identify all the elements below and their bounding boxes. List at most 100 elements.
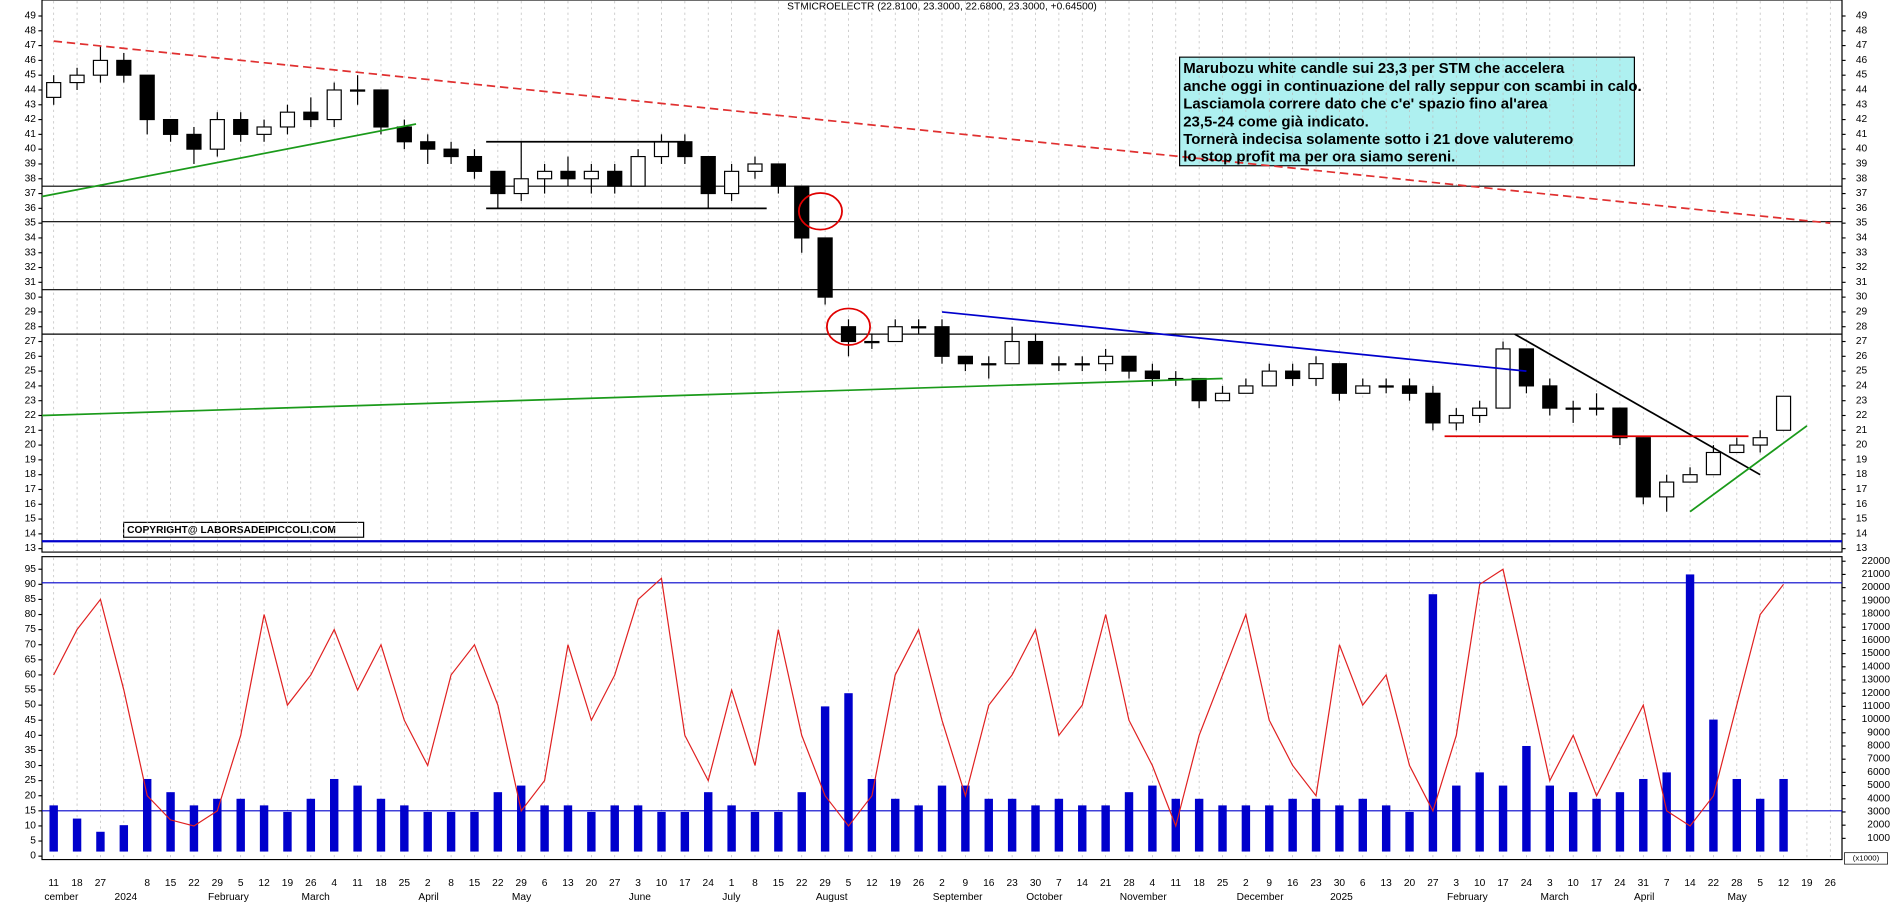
- candle-body: [1542, 385, 1558, 409]
- y-tick-label: 42: [25, 114, 37, 125]
- y2-tick-label: 5000: [1867, 780, 1890, 791]
- volume-bar: [1545, 785, 1554, 852]
- candle-body: [1565, 407, 1581, 410]
- y-tick-label: 23: [1856, 395, 1868, 406]
- x-tick-label: 2: [939, 878, 945, 889]
- volume-bar: [1007, 798, 1017, 852]
- annotation-line: Marubozu white candle sui 23,3 per STM c…: [1183, 61, 1565, 77]
- x-tick-label: 22: [1708, 878, 1720, 889]
- y-tick-label: 30: [1856, 292, 1868, 303]
- y2-tick-label: 4000: [1867, 794, 1890, 805]
- copyright: COPYRIGHT@ LABORSADEIPICCOLI.COM: [127, 525, 336, 536]
- y-tick-label: 17: [25, 484, 37, 495]
- volume-bar: [96, 831, 105, 852]
- x-tick-label: 18: [71, 878, 83, 889]
- x-tick-label: 26: [913, 878, 925, 889]
- x-tick-label: 5: [238, 878, 244, 889]
- x-tick-label: 27: [1427, 878, 1439, 889]
- y-tick-label: 35: [25, 745, 37, 756]
- y-tick-label: 26: [1856, 351, 1868, 362]
- volume-bar: [610, 805, 619, 852]
- candle-body: [677, 141, 693, 158]
- candle-body: [1775, 395, 1792, 431]
- y-tick-label: 24: [25, 381, 37, 392]
- volume-bar: [820, 706, 830, 852]
- x-tick-label: 8: [752, 878, 758, 889]
- y-tick-label: 20: [25, 790, 37, 801]
- x-tick-label: 11: [352, 878, 363, 889]
- y2-tick-label: 9000: [1867, 728, 1890, 739]
- month-label: cember: [44, 892, 79, 903]
- candle-body: [1401, 385, 1418, 394]
- y-tick-label: 29: [25, 307, 37, 318]
- candle-body: [303, 111, 319, 121]
- candle-body: [162, 119, 179, 135]
- x-tick-label: 17: [1591, 878, 1603, 889]
- candle-body: [583, 170, 599, 180]
- volume-bar: [563, 805, 573, 852]
- x-tick-label: 12: [866, 878, 878, 889]
- x-tick-label: 9: [1266, 878, 1272, 889]
- y-tick-label: 60: [25, 670, 37, 681]
- volume-bar: [633, 805, 643, 852]
- x-tick-label: 13: [562, 878, 574, 889]
- x-tick-label: 30: [1030, 878, 1042, 889]
- y-tick-label: 29: [1856, 307, 1868, 318]
- y2-tick-label: 8000: [1867, 741, 1890, 752]
- x-tick-label: 16: [983, 878, 995, 889]
- y2-tick-label: 15000: [1862, 648, 1890, 659]
- y-tick-label: 43: [25, 100, 37, 111]
- trendline: [941, 311, 1527, 372]
- volume-bar: [1381, 805, 1391, 852]
- candle-body: [233, 119, 249, 135]
- volume-bar: [470, 811, 479, 852]
- y-tick-label: 48: [25, 26, 37, 37]
- trendline: [1514, 333, 1761, 476]
- x-tick-label: 5: [846, 878, 852, 889]
- x-tick-label: 4: [331, 878, 337, 889]
- candle-body: [1027, 340, 1044, 365]
- y2-tick-label: 10000: [1862, 714, 1890, 725]
- annotation-line: 23,5-24 come già indicato.: [1183, 115, 1369, 131]
- x-tick-label: 7: [1056, 878, 1062, 889]
- candle-body: [139, 74, 155, 121]
- candle-body: [1144, 370, 1161, 380]
- candle-body: [607, 170, 623, 187]
- x-tick-label: 24: [703, 878, 715, 889]
- candle-body: [1261, 370, 1277, 387]
- y-tick-label: 33: [1856, 247, 1868, 258]
- volume-bar: [1685, 574, 1695, 852]
- x-tick-label: 2: [1243, 878, 1249, 889]
- y2-tick-label: 22000: [1862, 556, 1890, 567]
- x-tick-label: 29: [212, 878, 224, 889]
- candle-body: [490, 170, 506, 195]
- candle-body: [1331, 363, 1348, 394]
- volume-bar: [1218, 805, 1227, 852]
- volume-bar: [891, 798, 900, 852]
- volume-bar: [423, 811, 432, 852]
- y2-tick-label: 16000: [1862, 635, 1890, 646]
- y-tick-label: 42: [1856, 114, 1868, 125]
- candle-body: [653, 141, 670, 158]
- volume-bar: [680, 811, 690, 852]
- y-tick-label: 47: [25, 40, 37, 51]
- x-tick-label: 11: [1170, 878, 1181, 889]
- candle-body: [1448, 414, 1464, 424]
- x-tick-label: 14: [1684, 878, 1696, 889]
- candle-body: [349, 89, 366, 92]
- y-tick-label: 16: [25, 499, 37, 510]
- y-tick-label: 46: [25, 55, 37, 66]
- trendline: [41, 377, 1223, 417]
- y-tick-label: 41: [1856, 129, 1868, 140]
- oscillator-line: [53, 568, 1785, 828]
- y-tick-label: 38: [1856, 174, 1868, 185]
- y-tick-label: 36: [25, 203, 37, 214]
- x-tick-label: 19: [890, 878, 902, 889]
- y-tick-label: 14: [1856, 529, 1868, 540]
- y-tick-label: 22: [25, 410, 37, 421]
- x-tick-label: 9: [963, 878, 969, 889]
- y-tick-label: 47: [1856, 40, 1868, 51]
- volume-bar: [844, 693, 853, 852]
- x-tick-label: 15: [165, 878, 177, 889]
- candle-body: [1682, 474, 1698, 483]
